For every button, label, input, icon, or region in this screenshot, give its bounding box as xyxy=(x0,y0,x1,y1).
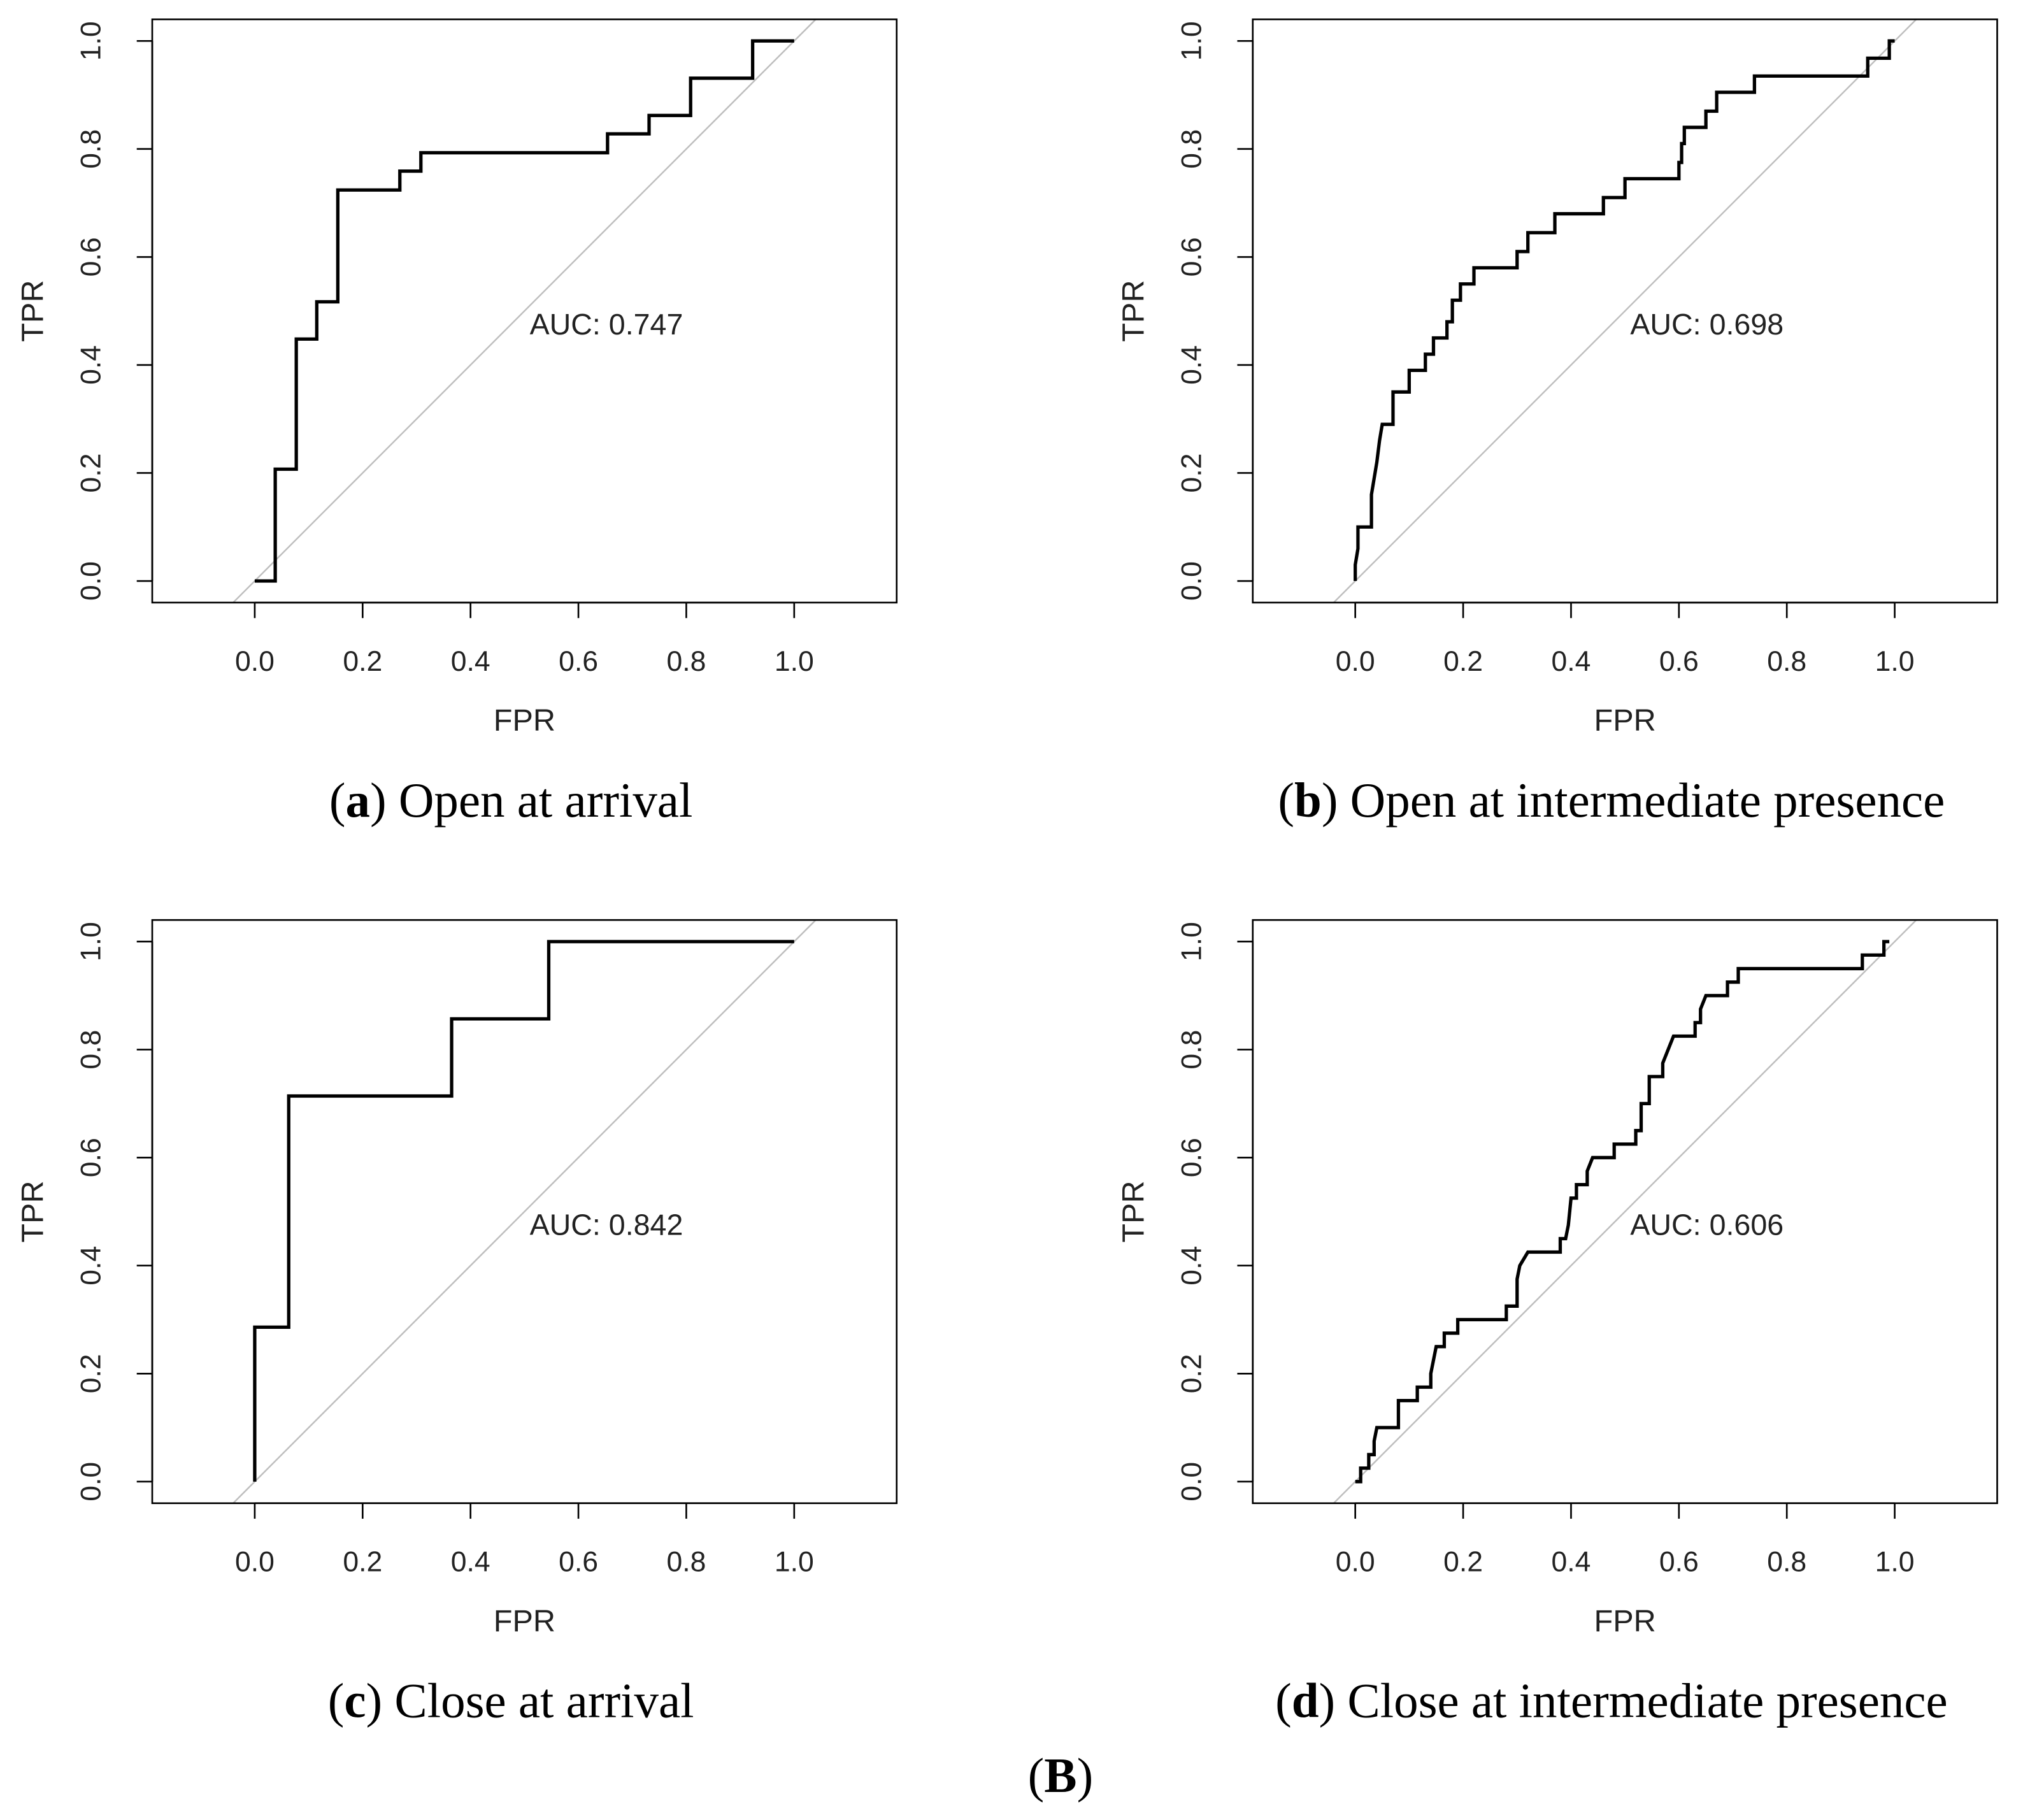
caption-part: ( xyxy=(328,1673,345,1728)
y-axis-label: TPR xyxy=(1116,280,1150,342)
x-tick-label: 1.0 xyxy=(775,1547,814,1578)
y-tick-label: 0.2 xyxy=(1176,454,1207,493)
x-tick-label: 0.0 xyxy=(1336,646,1375,677)
caption-part: ) Close at arrival xyxy=(366,1673,694,1728)
y-tick-label: 0.2 xyxy=(1176,1354,1207,1393)
chart-panel: 0.0 0.2 0.4 0.6 0.8 1.0 0.0 0.2 0.4 0.6 0.8 1.0 FPR T… xyxy=(16,919,898,1728)
reference-line xyxy=(232,920,817,1503)
y-tick-label: 0.6 xyxy=(1176,1138,1207,1177)
y-tick-label: 0.4 xyxy=(1176,1246,1207,1286)
label-text: ) xyxy=(1077,1748,1094,1803)
annotation: AUC: 0.842 xyxy=(530,1208,683,1242)
caption-part: ( xyxy=(1275,1673,1292,1728)
caption-part: ) Open at intermediate presence xyxy=(1322,773,1945,828)
x-tick-label: 0.2 xyxy=(1443,1547,1483,1578)
x-tick-label: 0.6 xyxy=(1659,646,1699,677)
x-axis-label: FPR xyxy=(494,1604,555,1638)
roc-curve xyxy=(254,39,794,583)
y-tick-label: 0.2 xyxy=(76,1354,107,1393)
roc-curve xyxy=(1355,940,1890,1484)
y-tick-label: 1.0 xyxy=(1176,21,1207,61)
x-tick-label: 0.6 xyxy=(559,1547,598,1578)
y-tick-label: 0.8 xyxy=(76,1030,107,1070)
y-tick-label: 0.4 xyxy=(1176,345,1207,385)
caption-part: c xyxy=(344,1673,366,1728)
x-tick-label: 0.0 xyxy=(235,646,275,677)
figure-label: (B) xyxy=(1028,1748,1094,1803)
chart-panel: 0.0 0.2 0.4 0.6 0.8 1.0 0.0 0.2 0.4 0.6 0.8 1.0 FPR T… xyxy=(16,18,898,828)
y-tick-label: 0.6 xyxy=(1176,237,1207,276)
label-text: ( xyxy=(1028,1748,1045,1803)
y-tick-label: 0.4 xyxy=(76,1246,107,1286)
caption: (b) Open at intermediate presence xyxy=(1278,773,1945,828)
caption-part: ( xyxy=(329,773,346,828)
y-tick-label: 0.0 xyxy=(76,1462,107,1501)
x-tick-label: 1.0 xyxy=(775,646,814,677)
y-tick-label: 1.0 xyxy=(76,21,107,61)
caption-part: ) Close at intermediate presence xyxy=(1319,1673,1948,1728)
caption-part: b xyxy=(1294,773,1322,828)
y-tick-label: 0.4 xyxy=(76,345,107,385)
y-axis-label: TPR xyxy=(1116,1180,1150,1242)
annotation: AUC: 0.606 xyxy=(1630,1208,1784,1242)
y-tick-label: 0.6 xyxy=(76,1138,107,1177)
y-tick-label: 0.0 xyxy=(76,561,107,601)
reference-line xyxy=(1333,19,1918,603)
chart-panel: 0.0 0.2 0.4 0.6 0.8 1.0 0.0 0.2 0.4 0.6 0.8 1.0 FPR T… xyxy=(1116,18,1998,828)
caption-part: a xyxy=(346,773,370,828)
x-tick-label: 0.6 xyxy=(559,646,598,677)
y-tick-label: 1.0 xyxy=(1176,922,1207,961)
x-axis-label: FPR xyxy=(1594,703,1656,738)
x-tick-label: 0.8 xyxy=(1767,1547,1806,1578)
y-tick-label: 0.0 xyxy=(1176,1462,1207,1501)
x-tick-label: 0.8 xyxy=(1767,646,1806,677)
x-tick-label: 0.4 xyxy=(1551,646,1591,677)
x-tick-label: 0.0 xyxy=(235,1547,275,1578)
x-tick-label: 0.8 xyxy=(666,1547,706,1578)
x-tick-label: 1.0 xyxy=(1875,646,1915,677)
x-axis-label: FPR xyxy=(1594,1604,1656,1638)
y-tick-label: 1.0 xyxy=(76,922,107,961)
y-axis-label: TPR xyxy=(16,280,50,342)
caption: (c) Close at arrival xyxy=(328,1673,694,1728)
y-tick-label: 0.8 xyxy=(1176,129,1207,169)
annotation: AUC: 0.747 xyxy=(530,308,683,341)
x-tick-label: 1.0 xyxy=(1875,1547,1915,1578)
x-tick-label: 0.4 xyxy=(451,646,490,677)
label-text: B xyxy=(1044,1748,1076,1803)
y-tick-label: 0.6 xyxy=(76,237,107,276)
y-axis-label: TPR xyxy=(16,1180,50,1242)
annotation: AUC: 0.698 xyxy=(1630,308,1784,341)
y-tick-label: 0.2 xyxy=(76,454,107,493)
x-tick-label: 0.4 xyxy=(451,1547,490,1578)
caption: (d) Close at intermediate presence xyxy=(1275,1673,1948,1728)
caption-part: ) Open at arrival xyxy=(370,773,692,828)
y-tick-label: 0.0 xyxy=(1176,561,1207,601)
roc-curve xyxy=(253,940,794,1482)
x-tick-label: 0.6 xyxy=(1659,1547,1699,1578)
y-tick-label: 0.8 xyxy=(1176,1030,1207,1070)
x-tick-label: 0.0 xyxy=(1336,1547,1375,1578)
x-tick-label: 0.4 xyxy=(1551,1547,1591,1578)
caption: (a) Open at arrival xyxy=(329,773,692,828)
x-tick-label: 0.2 xyxy=(1443,646,1483,677)
caption-part: ( xyxy=(1278,773,1294,828)
x-tick-label: 0.2 xyxy=(343,646,382,677)
reference-line xyxy=(1333,920,1918,1503)
y-tick-label: 0.8 xyxy=(76,129,107,169)
caption-part: d xyxy=(1292,1673,1319,1728)
x-tick-label: 0.8 xyxy=(666,646,706,677)
x-axis-label: FPR xyxy=(494,703,555,738)
x-tick-label: 0.2 xyxy=(343,1547,382,1578)
chart-panel: 0.0 0.2 0.4 0.6 0.8 1.0 0.0 0.2 0.4 0.6 0.8 1.0 FPR T… xyxy=(1116,919,1998,1728)
roc-curve xyxy=(1354,39,1895,582)
